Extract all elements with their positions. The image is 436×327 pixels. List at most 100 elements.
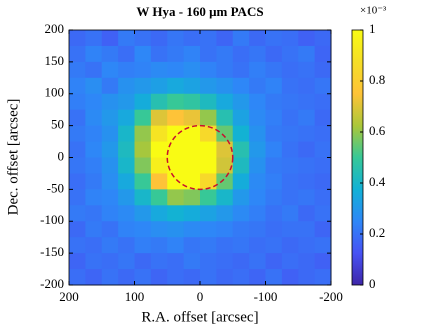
heatmap-cell	[69, 77, 86, 95]
heatmap-cell	[200, 221, 217, 238]
heatmap-cell	[134, 30, 152, 47]
y-tick-label: 0	[58, 148, 65, 163]
heatmap-cell	[85, 221, 103, 238]
heatmap-cell	[150, 109, 168, 127]
heatmap-cell	[118, 237, 135, 254]
heatmap-cell	[200, 237, 217, 254]
heatmap-cell	[298, 157, 316, 174]
heatmap-cell	[118, 141, 135, 158]
heatmap-cell	[118, 93, 135, 111]
heatmap-cell	[265, 125, 283, 143]
heatmap-cell	[298, 77, 316, 95]
heatmap-cell	[281, 237, 299, 254]
heatmap-cell	[232, 205, 250, 222]
chart-title: W Hya - 160 μm PACS	[136, 4, 263, 19]
colorbar	[351, 29, 364, 286]
heatmap-cell	[298, 269, 316, 286]
heatmap-cell	[183, 30, 201, 47]
heatmap-cell	[232, 173, 250, 190]
heatmap-cell	[85, 109, 103, 127]
heatmap-cell	[134, 141, 152, 158]
heatmap-cell	[249, 269, 266, 286]
heatmap-cell	[150, 237, 168, 254]
heatmap-cell	[167, 189, 185, 206]
heatmap-cell	[101, 30, 119, 47]
y-tick-label: 50	[51, 117, 64, 132]
heatmap-cell	[69, 205, 86, 222]
heatmap-cell	[134, 61, 152, 79]
heatmap-cell	[101, 237, 119, 254]
heatmap-cell	[167, 141, 185, 158]
heatmap-cell	[249, 237, 266, 254]
heatmap-cell	[281, 173, 299, 190]
heatmap-cell	[281, 253, 299, 270]
heatmap-cell	[183, 45, 201, 63]
heatmap-cell	[265, 45, 283, 63]
heatmap-cell	[118, 269, 135, 286]
heatmap-cell	[216, 77, 234, 95]
heatmap-cell	[167, 253, 185, 270]
colorbar-tick-label: 0.8	[369, 72, 385, 87]
heatmap-cell	[118, 221, 135, 238]
heatmap-cell	[150, 205, 168, 222]
heatmap-cell	[200, 253, 217, 270]
heatmap-cell	[216, 253, 234, 270]
heatmap-cell	[216, 205, 234, 222]
heatmap-cell	[150, 189, 168, 206]
heatmap-cell	[265, 189, 283, 206]
heatmap-cell	[183, 61, 201, 79]
heatmap-cell	[200, 141, 217, 158]
heatmap-cell	[183, 189, 201, 206]
heatmap-cell	[183, 141, 201, 158]
heatmap-cell	[216, 173, 234, 190]
heatmap-cell	[200, 30, 217, 47]
heatmap-cell	[216, 30, 234, 47]
y-tick-label: -200	[40, 276, 64, 291]
heatmap-cell	[314, 237, 332, 254]
heatmap-cell	[216, 141, 234, 158]
colorbar-tick-label: 1	[369, 21, 376, 36]
x-tick-label: 200	[59, 289, 79, 304]
heatmap-cell	[265, 109, 283, 127]
heatmap-cell	[298, 237, 316, 254]
heatmap-cell	[265, 93, 283, 111]
heatmap-cell	[101, 157, 119, 174]
heatmap-cell	[69, 173, 86, 190]
heatmap-cell	[85, 237, 103, 254]
heatmap-cell	[118, 61, 135, 79]
heatmap-cell	[150, 30, 168, 47]
heatmap-cell	[265, 61, 283, 79]
heatmap-cell	[314, 125, 332, 143]
heatmap-cell	[249, 125, 266, 143]
heatmap-cell	[232, 109, 250, 127]
heatmap-cell	[216, 125, 234, 143]
heatmap-cell	[167, 125, 185, 143]
heatmap-cell	[265, 237, 283, 254]
heatmap-cell	[281, 93, 299, 111]
heatmap-cell	[85, 205, 103, 222]
heatmap-cell	[118, 189, 135, 206]
heatmap-cell	[134, 109, 152, 127]
heatmap-cell	[69, 269, 86, 286]
heatmap-cell	[167, 173, 185, 190]
heatmap-cell	[85, 157, 103, 174]
heatmap-cell	[183, 157, 201, 174]
heatmap-cell	[69, 93, 86, 111]
heatmap-cell	[232, 93, 250, 111]
colorbar-tick-label: 0	[369, 276, 376, 291]
heatmap-cell	[314, 141, 332, 158]
heatmap-cell	[101, 205, 119, 222]
heatmap-cell	[134, 45, 152, 63]
heatmap-cell	[167, 269, 185, 286]
heatmap-cell	[167, 157, 185, 174]
heatmap-cell	[134, 77, 152, 95]
heatmap-cell	[85, 77, 103, 95]
heatmap-cell	[118, 109, 135, 127]
heatmap-cell	[69, 141, 86, 158]
y-tick-label: -50	[47, 180, 64, 195]
heatmap-cell	[298, 125, 316, 143]
heatmap-cell	[200, 189, 217, 206]
heatmap-cell	[69, 125, 86, 143]
heatmap-cell	[265, 157, 283, 174]
heatmap-cell	[200, 109, 217, 127]
